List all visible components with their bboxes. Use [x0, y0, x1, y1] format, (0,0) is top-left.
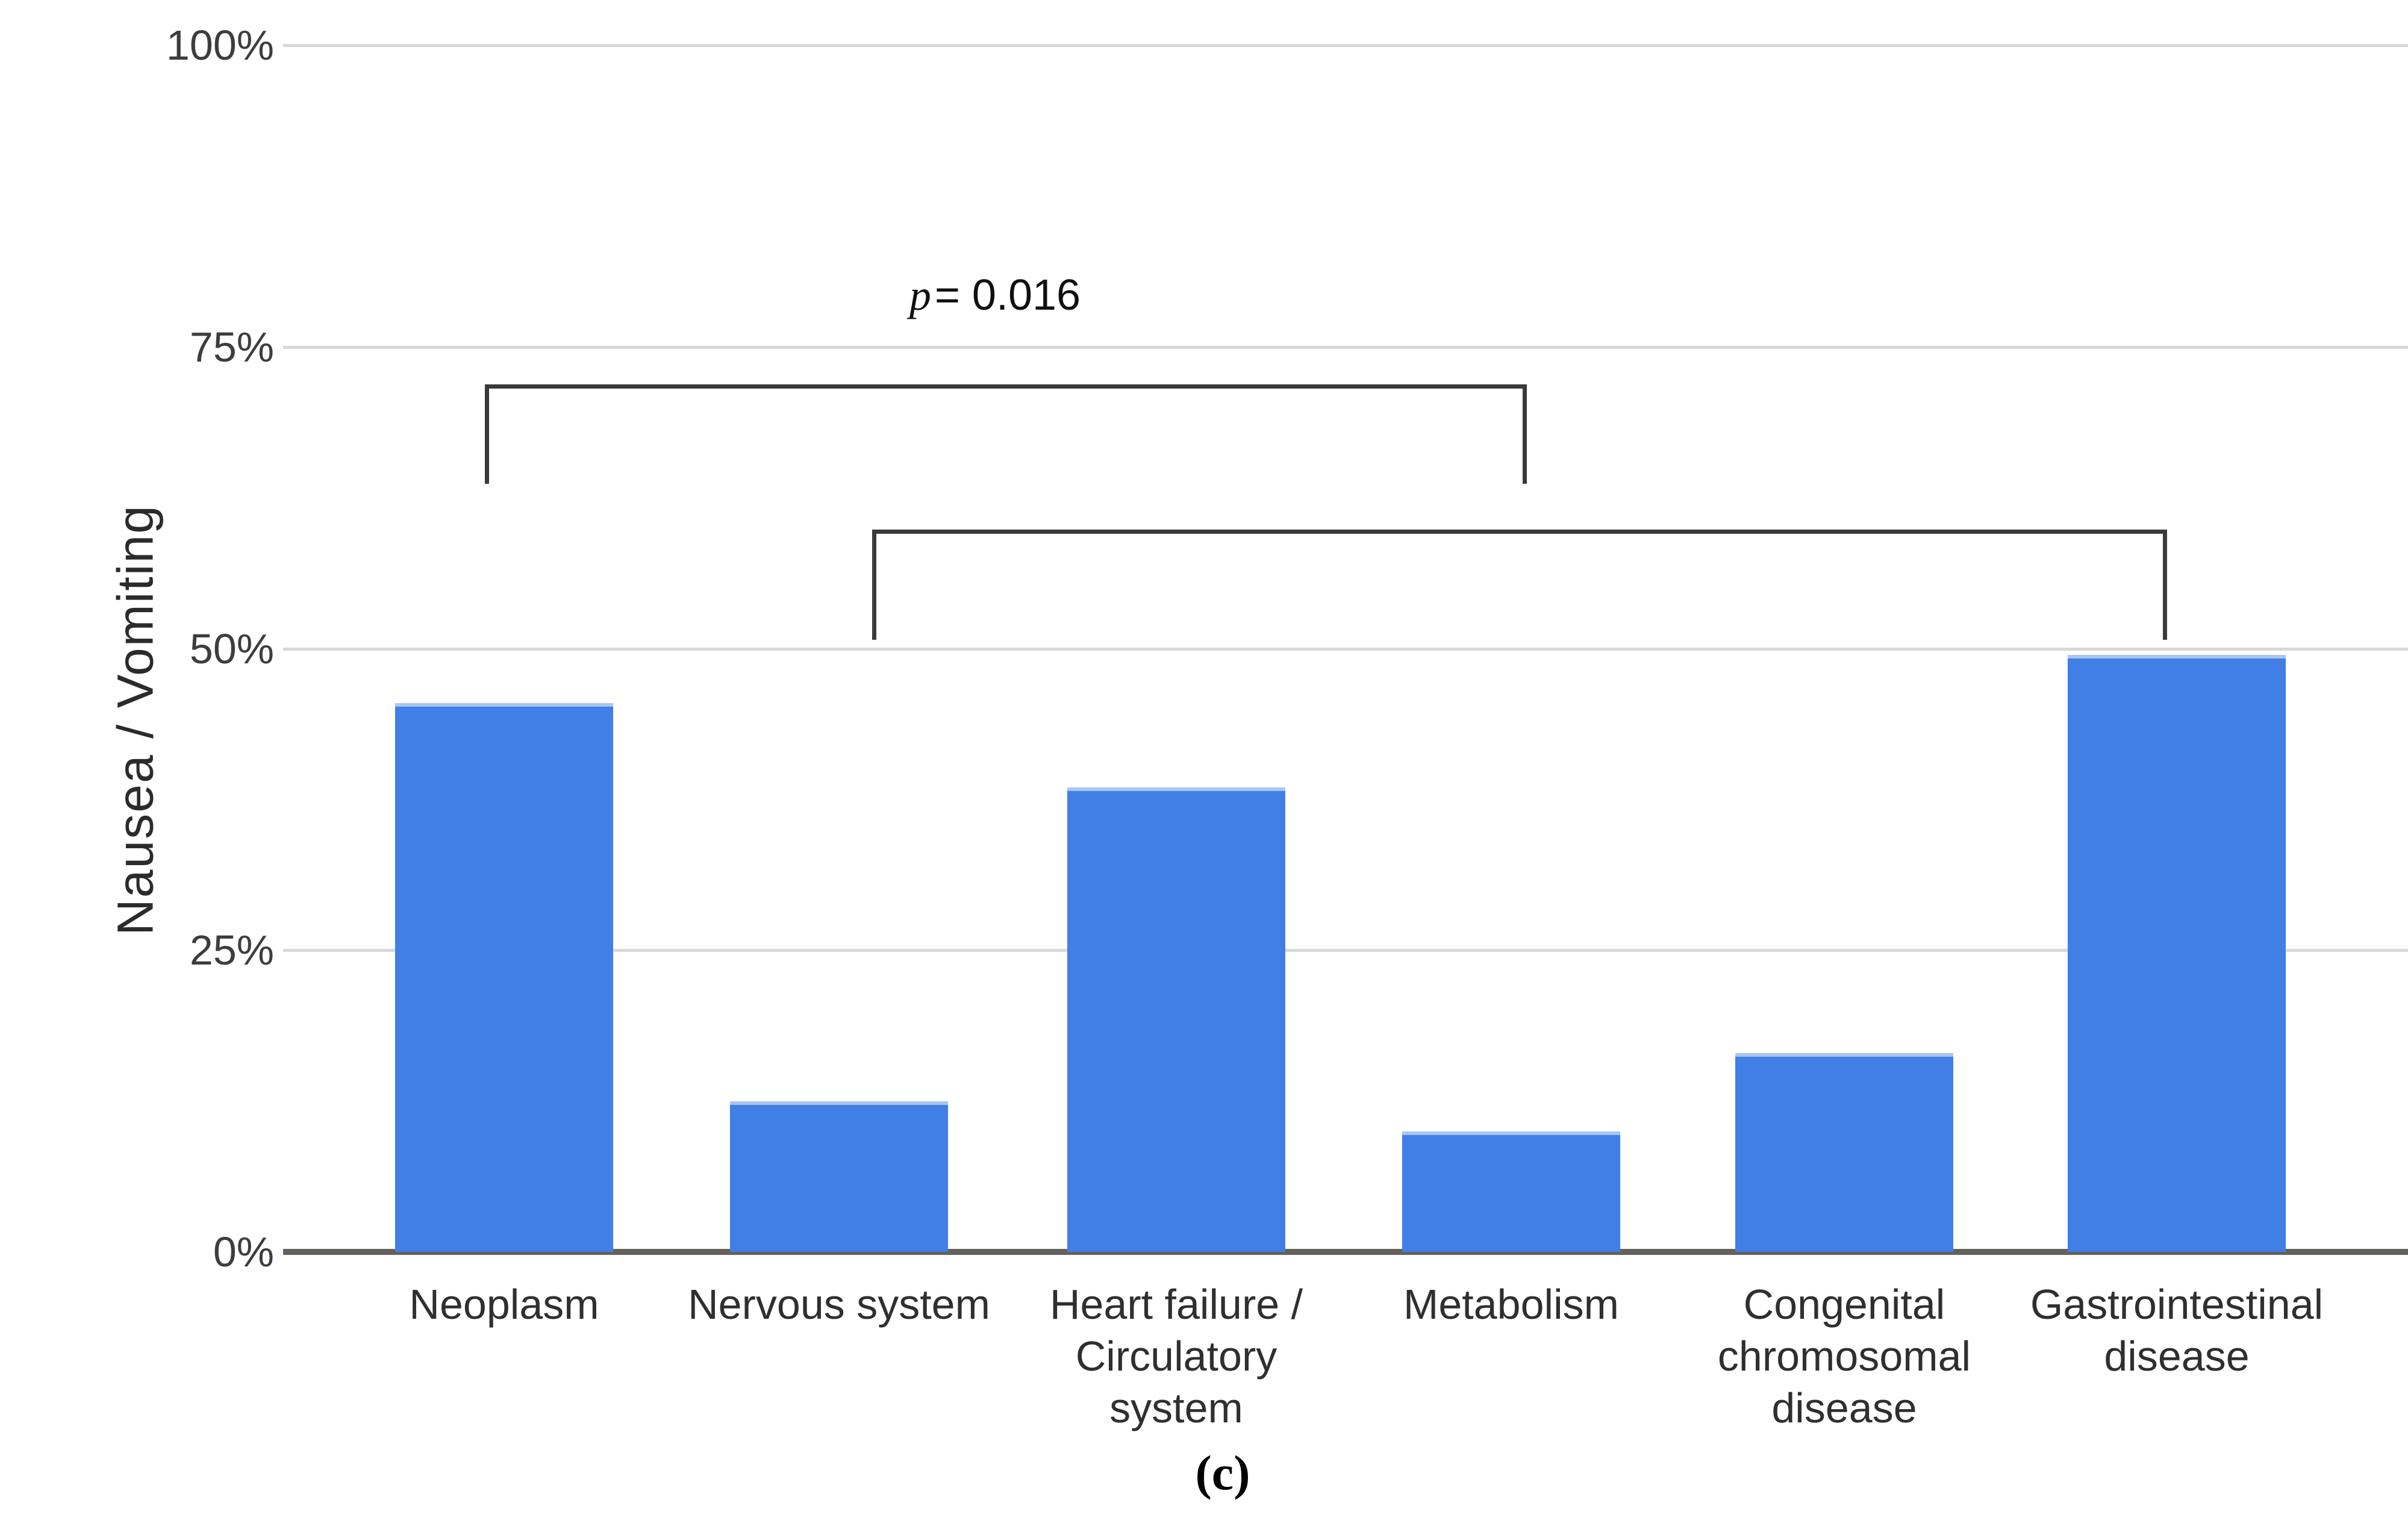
p-value-text: = 0.016 — [934, 271, 1081, 319]
x-category-line: system — [1109, 1384, 1243, 1431]
x-category-line: Circulatory — [1075, 1333, 1277, 1380]
x-category-label-metabolism: Metabolism — [1300, 1278, 1722, 1330]
bar-nervous-system — [730, 1101, 948, 1252]
gridline-50 — [283, 647, 2408, 651]
x-category-line: Gastrointestinal — [2030, 1281, 2324, 1328]
bar-gastrointestinal-disease — [2068, 654, 2286, 1252]
p-value-label: p= 0.016 — [875, 270, 1115, 321]
p-value-symbol: p — [909, 271, 931, 319]
x-category-label-heart-failure-circulatory-system: Heart failure / Circulatory system — [965, 1278, 1387, 1434]
bar-metabolism — [1402, 1131, 1620, 1252]
x-category-label-congenital-chromosomal-disease: Congenital chromosomal disease — [1633, 1278, 2055, 1434]
x-category-label-nervous-system: Nervous system — [628, 1278, 1050, 1330]
x-category-line: chromosomal — [1717, 1333, 1971, 1380]
gridline-100 — [283, 44, 2408, 47]
y-tick-label-0: 0% — [213, 1228, 274, 1275]
significance-bracket-nervous-system-vs-gastrointestinal-disease — [872, 530, 2167, 640]
y-tick-label-25: 25% — [189, 927, 274, 974]
y-tick-label-75: 75% — [189, 323, 274, 371]
x-axis-line — [283, 1249, 2408, 1255]
gridline-25 — [283, 949, 2408, 952]
figure-caption: (c) — [1195, 1445, 1250, 1500]
x-category-line: disease — [2104, 1333, 2250, 1380]
x-category-line: disease — [1771, 1384, 1917, 1431]
y-tick-label-100: 100% — [166, 22, 274, 69]
x-category-line: Metabolism — [1403, 1281, 1619, 1328]
bar-neoplasm — [395, 702, 613, 1252]
bar-heart-failure-circulatory-system — [1067, 787, 1285, 1252]
x-category-line: Nervous system — [688, 1281, 990, 1328]
gridline-75 — [283, 345, 2408, 349]
x-category-line: Congenital — [1743, 1281, 1945, 1328]
significance-bracket-neoplasm-vs-metabolism — [485, 384, 1527, 484]
x-category-line: Neoplasm — [409, 1281, 599, 1328]
x-category-label-neoplasm: Neoplasm — [293, 1278, 715, 1330]
x-category-line: Heart failure / — [1049, 1281, 1303, 1328]
bar-congenital-chromosomal-disease — [1735, 1052, 1953, 1252]
x-category-label-gastrointestinal-disease: Gastrointestinal disease — [1966, 1278, 2388, 1382]
y-tick-label-50: 50% — [189, 625, 274, 672]
y-axis-title: Nausea / Vomiting — [107, 504, 164, 936]
